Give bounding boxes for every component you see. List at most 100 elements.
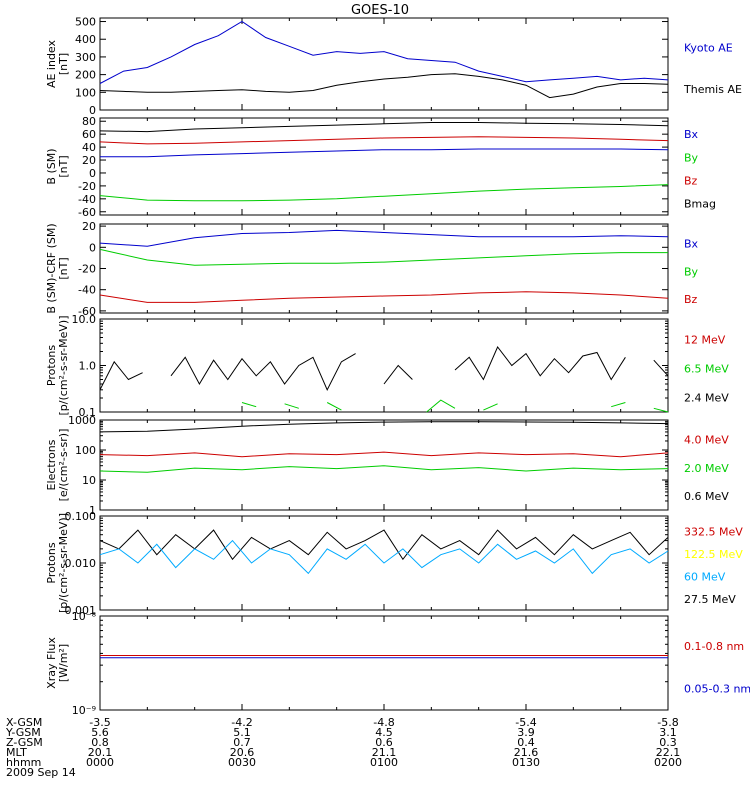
legend-entry: By <box>684 151 699 164</box>
ephemeris-value: -5.8 <box>657 716 678 729</box>
ephemeris-value: -5.4 <box>515 716 536 729</box>
y-tick-label: -20 <box>78 263 96 276</box>
y-tick-label: 20 <box>82 154 96 167</box>
ephemeris-value: 20.1 <box>88 746 113 759</box>
y-tick-label: 400 <box>75 33 96 46</box>
y-tick-label: 1 <box>89 504 96 517</box>
ephemeris-value: 3.9 <box>517 726 535 739</box>
plot-frame <box>99 615 669 711</box>
ephemeris-value: 0200 <box>654 756 682 769</box>
series-line <box>99 451 669 458</box>
legend-entry: 0.6 MeV <box>684 490 729 503</box>
y-axis-label: B (SM) <box>45 148 58 184</box>
y-tick-label: 0 <box>89 104 96 117</box>
legend-entry: Kyoto AE <box>684 41 733 54</box>
plot-frame <box>99 17 669 111</box>
y-axis-label: [nT] <box>57 53 70 75</box>
legend-entry: 0.1-0.8 nm <box>684 640 744 653</box>
y-axis-label: Protons <box>45 345 58 386</box>
date-label: 2009 Sep 14 <box>6 766 76 779</box>
chart-panel-1: 0 100 200 300 400 500 AE index [nT] Kyoto AE Them… <box>45 16 742 117</box>
y-tick-label: -40 <box>78 193 96 206</box>
legend-entry: 2.0 MeV <box>684 462 729 475</box>
y-tick-label: 10 <box>82 474 96 487</box>
legend-entry: Bx <box>684 237 699 250</box>
legend-entry: 6.5 MeV <box>684 362 729 375</box>
ephemeris-value: 22.1 <box>656 746 681 759</box>
y-axis-label: Electrons <box>45 439 58 490</box>
y-tick-label: 40 <box>82 141 96 154</box>
y-tick-label: 0 <box>89 241 96 254</box>
legend-entry: 0.05-0.3 nm <box>684 683 750 696</box>
series-line <box>99 20 669 84</box>
y-tick-label: 200 <box>75 69 96 82</box>
y-tick-label: 10⁻⁹ <box>72 704 96 717</box>
y-axis-label: [nT] <box>57 155 70 177</box>
ephemeris-value: 5.1 <box>233 726 251 739</box>
y-axis-label: B (SM)-CRF (SM) <box>45 223 58 313</box>
y-tick-label: 10⁻⁸ <box>72 610 97 623</box>
chart-panel-6: 0.001 0.010 0.100 Protons [p/(cm²-s-sr-MeV)]… <box>45 510 743 617</box>
y-tick-label: 1000 <box>68 414 96 427</box>
series-line <box>99 346 669 391</box>
legend-entry: Bx <box>684 128 699 141</box>
ephemeris-value: 21.6 <box>514 746 539 759</box>
y-axis-label: [p/(cm²-s-sr-MeV)] <box>57 316 70 416</box>
series-line <box>99 184 669 202</box>
y-axis-label: Protons <box>45 542 58 583</box>
ephemeris-value: 0.6 <box>375 736 393 749</box>
ephemeris-row-label: Z-GSM <box>6 736 43 749</box>
chart-panel-5: 1 10 100 1000 Electrons [e/(cm²-s-sr)] 4.0 MeV… <box>45 414 729 517</box>
legend-entry: 332.5 MeV <box>684 526 743 539</box>
legend-entry: 2.4 MeV <box>684 391 729 404</box>
legend-entry: 60 MeV <box>684 570 726 583</box>
y-tick-label: 0 <box>89 167 96 180</box>
y-tick-label: 80 <box>82 115 96 128</box>
ephemeris-value: 0.8 <box>91 736 109 749</box>
chart-panel-3: -60 -40 -20 0 20 B (SM)-CRF (SM) [nT] Bx By Bz <box>45 220 699 318</box>
legend-entry: 27.5 MeV <box>684 593 736 606</box>
ephemeris-value: 4.5 <box>375 726 393 739</box>
legend-entry: 4.0 MeV <box>684 434 729 447</box>
y-tick-label: 500 <box>75 16 96 29</box>
series-line <box>99 421 669 433</box>
chart-panel-4: 0.1 1.0 10.0 Protons [p/(cm²-s-sr-MeV)] 12 Me… <box>45 313 729 419</box>
y-tick-label: 10.0 <box>72 313 97 326</box>
ephemeris-value: 5.6 <box>91 726 109 739</box>
ephemeris-value: 0030 <box>228 756 256 769</box>
ephemeris-row-label: X-GSM <box>6 716 42 729</box>
ephemeris-row-label: MLT <box>6 746 27 759</box>
y-tick-label: 60 <box>82 128 96 141</box>
y-axis-label: Xray Flux <box>45 637 58 689</box>
series-line <box>99 136 669 145</box>
y-tick-label: 100 <box>75 444 96 457</box>
y-axis-label: AE index <box>45 39 58 88</box>
y-tick-label: 20 <box>82 220 96 233</box>
ephemeris-value: -4.2 <box>231 716 252 729</box>
legend-entry: By <box>684 265 699 278</box>
ephemeris-value: -3.5 <box>89 716 110 729</box>
y-tick-label: -20 <box>78 180 96 193</box>
ephemeris-value: -4.8 <box>373 716 394 729</box>
ephemeris-value: 21.1 <box>372 746 397 759</box>
y-tick-label: 0.100 <box>65 510 97 523</box>
ephemeris-value: 0.7 <box>233 736 251 749</box>
series-line <box>99 539 669 575</box>
y-tick-label: 300 <box>75 51 96 64</box>
ephemeris-row-label: Y-GSM <box>5 726 41 739</box>
series-line <box>100 148 669 158</box>
y-tick-label: 0.010 <box>65 557 97 570</box>
series-line <box>99 291 669 303</box>
series-line <box>99 122 669 133</box>
ephemeris-value: 20.6 <box>230 746 255 759</box>
ephemeris-value: 3.1 <box>659 726 677 739</box>
series-line <box>99 529 669 561</box>
legend-entry: Bmag <box>684 197 716 210</box>
y-tick-label: 0.001 <box>65 604 97 617</box>
plot-frame <box>99 419 669 511</box>
y-axis-label: [e/(cm²-s-sr)] <box>57 429 70 502</box>
ephemeris-value: 0130 <box>512 756 540 769</box>
